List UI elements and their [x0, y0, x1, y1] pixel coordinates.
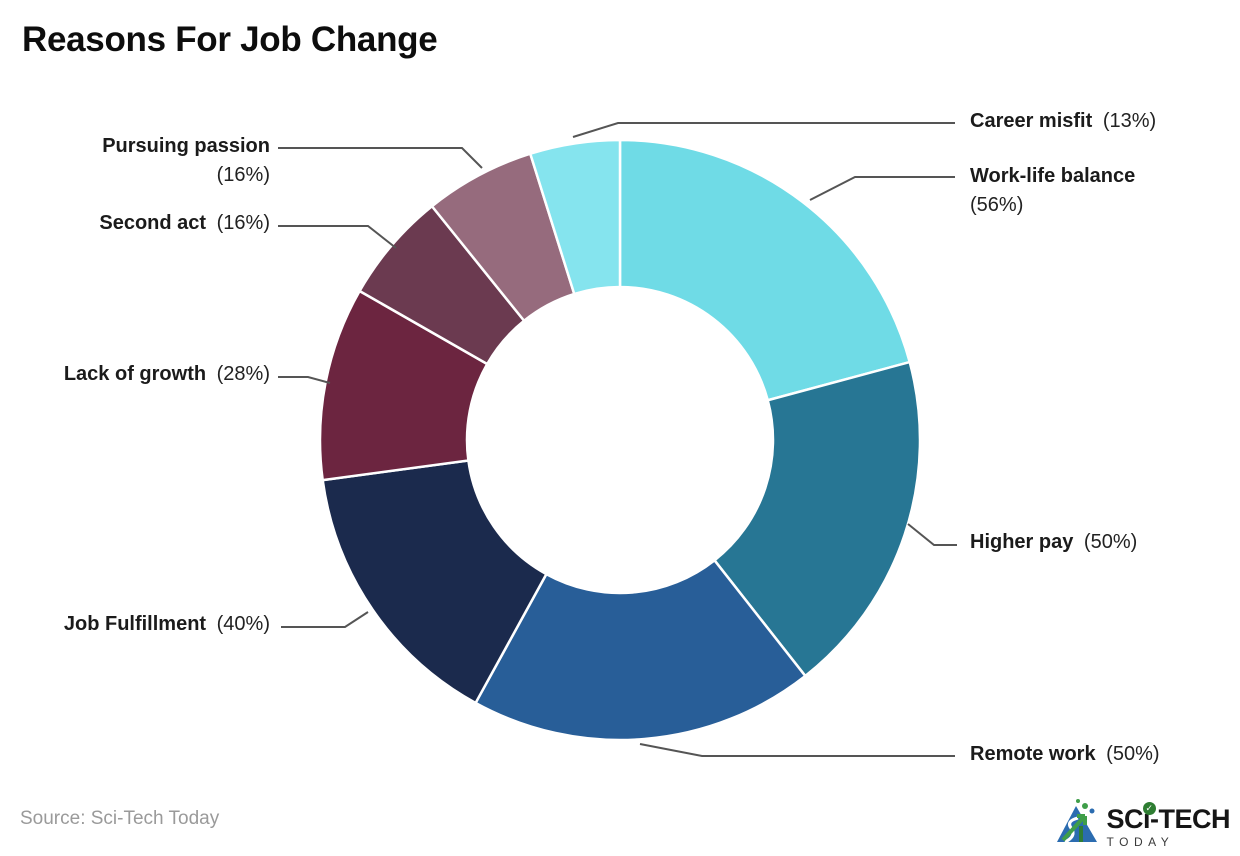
- slice-label-remote-work: Remote work (50%): [970, 743, 1160, 766]
- leader-line-higher-pay: [907, 523, 957, 546]
- slice-label-percent: (50%): [1106, 743, 1160, 765]
- slice-label-text: Job Fulfillment: [63, 613, 207, 635]
- slice-label-percent: (13%): [1102, 110, 1157, 132]
- page-title: Reasons For Job Change: [22, 20, 438, 59]
- leader-line-job-fulfillment: [281, 611, 369, 628]
- leader-line-remote-work: [639, 743, 955, 757]
- leader-line-career-misfit: [572, 122, 955, 138]
- slice-label-work-life-balance: Work-life balance (56%): [970, 162, 1135, 220]
- donut-slice-remote-work: [474, 559, 807, 742]
- logo-flask-icon: [1056, 799, 1097, 844]
- leader-line-second-act: [278, 225, 397, 249]
- sci-tech-today-logo: SCi-TECH ✓ TODAY: [1051, 796, 1230, 849]
- leader-line-lack-of-growth: [278, 376, 331, 384]
- slice-label-second-act: Second act (16%): [99, 212, 270, 235]
- slice-label-higher-pay: Higher pay (50%): [970, 531, 1137, 554]
- slice-label-career-misfit: Career misfit (13%): [970, 110, 1156, 133]
- slice-label-percent: (40%): [216, 613, 270, 635]
- donut-slice-work-life-balance: [618, 138, 911, 402]
- slice-label-percent: (50%): [1083, 531, 1138, 553]
- donut-slice-career-misfit: [529, 138, 622, 296]
- slice-label-percent: (16%): [216, 164, 270, 186]
- slice-label-text: Lack of growth: [63, 363, 207, 385]
- slice-label-job-fulfillment: Job Fulfillment (40%): [64, 613, 270, 636]
- slice-label-pursuing-passion: Pursuing passion (16%): [102, 132, 270, 190]
- slice-label-text: Higher pay: [970, 531, 1074, 553]
- slice-label-lack-of-growth: Lack of growth (28%): [64, 363, 270, 386]
- source-note: Source: Sci-Tech Today: [20, 808, 220, 829]
- slice-label-text: Career misfit: [970, 110, 1093, 132]
- slice-label-percent: (56%): [970, 194, 1024, 216]
- logo-check-icon: ✓: [1142, 802, 1156, 815]
- leader-line-pursuing-passion: [278, 147, 483, 169]
- leader-line-work-life-balance: [809, 176, 955, 201]
- slice-label-text: Work-life balance: [970, 165, 1136, 187]
- logo-brand-subtitle: TODAY: [1106, 835, 1175, 849]
- slice-label-text: Remote work: [970, 743, 1096, 765]
- slice-label-text: Second act: [99, 212, 207, 234]
- donut-slice-higher-pay: [713, 360, 922, 678]
- logo-brand-name: SCi-TECH ✓: [1106, 802, 1230, 834]
- slice-label-text: Pursuing passion: [102, 135, 270, 157]
- donut-slice-job-fulfillment: [321, 459, 548, 705]
- slice-label-percent: (28%): [216, 363, 270, 385]
- slice-label-percent: (16%): [216, 212, 270, 234]
